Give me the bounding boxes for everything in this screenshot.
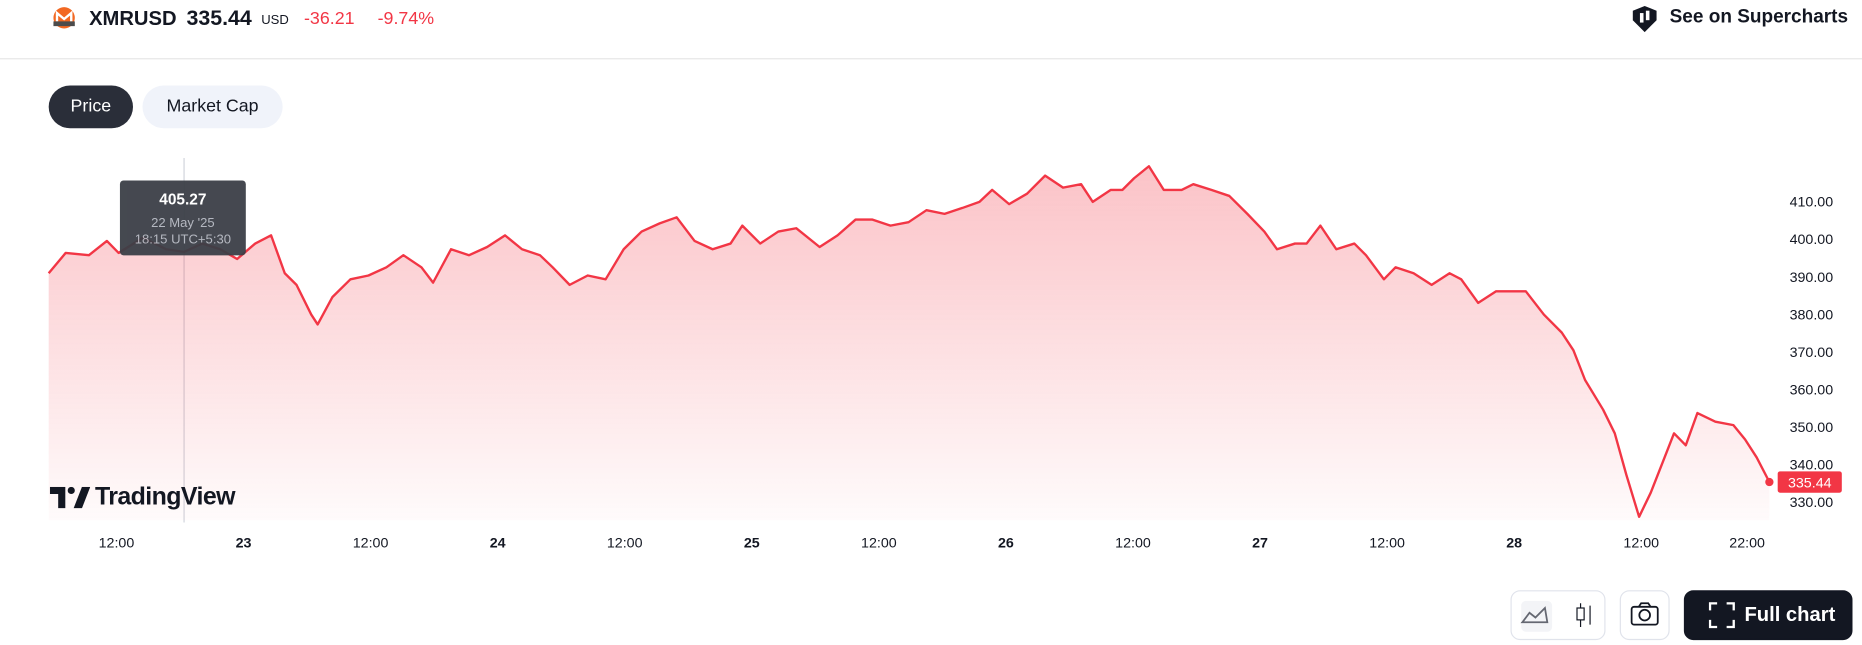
x-tick-label: 12:00 [1115,535,1151,551]
y-tick-label: 370.00 [1790,345,1834,361]
chart-type-toggle[interactable] [1510,590,1606,641]
last-price-tag [1777,471,1842,493]
tooltip: 405.27 22 May '25 18:15 UTC+5:30 [119,180,246,256]
y-tick-label: 340.00 [1790,458,1834,474]
symbol: XMRUSD [89,7,177,30]
x-tick-label: 24 [490,535,506,551]
brand-logo [49,486,91,509]
brand: TradingView [95,483,236,511]
tooltip-value: 405.27 [159,190,207,208]
x-tick-label: 12:00 [861,535,897,551]
x-tick-label: 12:00 [353,535,389,551]
area-fill [48,166,1770,521]
x-tick-label: 12:00 [607,535,643,551]
tab-price[interactable]: Price [48,85,133,129]
price: 335.44 [186,5,252,30]
y-tick-label: 400.00 [1790,232,1834,248]
x-tick-label: 23 [236,535,252,551]
x-tick-label: 12:00 [99,535,135,551]
x-tick-label: 12:00 [1623,535,1659,551]
snapshot-button[interactable] [1619,590,1670,641]
tooltip-date: 22 May '25 [151,216,215,231]
y-tick-label: 330.00 [1790,495,1834,511]
y-tick-label: 360.00 [1790,383,1834,399]
full-chart-button[interactable]: Full chart [1683,590,1853,641]
y-tick-label: 350.00 [1790,420,1834,436]
expand-icon [1708,602,1735,629]
last-point [1765,477,1774,487]
tooltip-time: 18:15 UTC+5:30 [134,232,231,247]
coin-icon [53,7,75,29]
currency: USD [261,13,289,28]
x-tick-label: 12:00 [1369,535,1405,551]
y-tick-label: 390.00 [1790,270,1834,286]
supercharts-link[interactable]: See on Supercharts [1669,7,1849,28]
chart-type-icons [1520,600,1591,632]
price-line [47,165,1771,518]
y-tick-label: 410.00 [1790,195,1834,211]
x-tick-label: 28 [1506,535,1522,551]
x-tick-label: 26 [998,535,1014,551]
change-pct: -9.74% [377,8,435,29]
chart: 330.00 340.00 350.00 360.00 370.00 380.00 390.… [47,157,1842,551]
header: XMRUSD 335.44 USD -36.21 -9.74% See on S… [0,0,1862,60]
x-tick-label: 25 [744,535,760,551]
last-price-label: 335.44 [1788,475,1832,491]
y-tick-label: 380.00 [1790,307,1834,323]
tab-market-cap[interactable]: Market Cap [142,85,283,129]
change: -36.21 [304,8,355,29]
supercharts-icon[interactable] [1629,4,1660,35]
x-tick-label: 22:00 [1729,535,1765,551]
camera-icon [1630,602,1659,626]
x-tick-label: 27 [1252,535,1268,551]
full-chart-label: Full chart [1744,603,1836,626]
